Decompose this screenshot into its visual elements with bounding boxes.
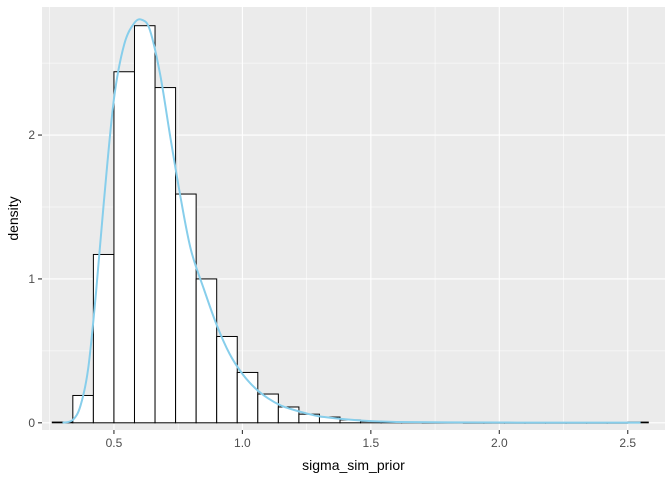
y-tick-label: 2 xyxy=(28,128,35,142)
x-tick-label: 2.0 xyxy=(491,436,508,450)
histogram-bar xyxy=(113,71,135,424)
x-tick-label: 1.0 xyxy=(234,436,251,450)
x-axis-ticks: 0.5 1.0 1.5 2.0 2.5 xyxy=(106,430,636,450)
density-curve xyxy=(62,18,641,424)
x-axis-title: sigma_sim_prior xyxy=(302,457,405,473)
x-tick-label: 1.5 xyxy=(362,436,379,450)
x-tick-label: 0.5 xyxy=(106,436,123,450)
y-axis-title: density xyxy=(5,196,21,240)
y-tick-label: 1 xyxy=(28,272,35,286)
y-tick-label: 0 xyxy=(28,416,35,430)
x-tick-label: 2.5 xyxy=(619,436,636,450)
histogram-bar xyxy=(133,25,156,424)
histogram-bar xyxy=(154,87,177,424)
y-axis-ticks: 0 1 2 xyxy=(28,128,42,430)
histogram-bar xyxy=(195,278,218,424)
